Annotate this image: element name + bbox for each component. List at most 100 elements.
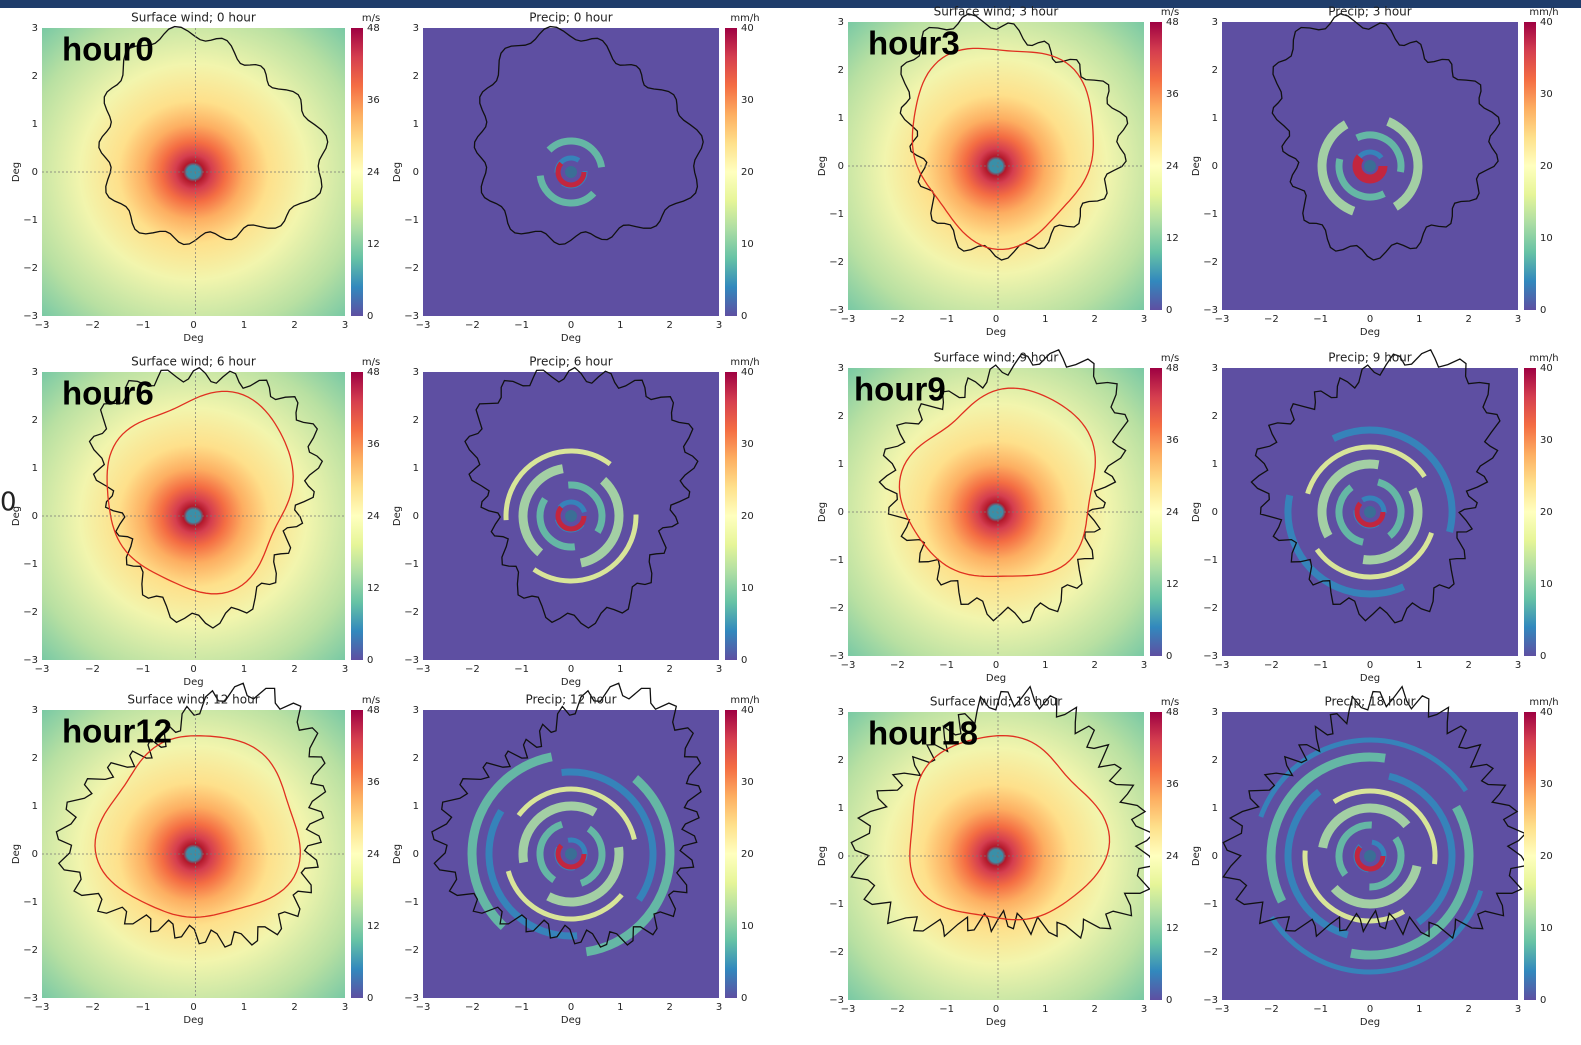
x-tick-label: −2 <box>890 1004 905 1015</box>
x-tick-label: 3 <box>716 664 722 675</box>
x-tick-label: −1 <box>939 660 954 671</box>
x-tick-label: −2 <box>85 320 100 331</box>
y-tick-label: 3 <box>1212 363 1218 374</box>
y-tick-label: −1 <box>23 559 38 570</box>
eye <box>565 848 577 860</box>
colorbar-tick: 24 <box>367 511 380 522</box>
colorbar <box>725 372 737 660</box>
hour-label: hour12 <box>62 713 172 750</box>
y-axis-label: Deg <box>392 844 403 864</box>
panel-title: Precip; 9 hour <box>1328 351 1411 365</box>
x-axis-label: Deg <box>183 1015 203 1026</box>
y-tick-label: 1 <box>1212 803 1218 814</box>
x-tick-label: −2 <box>85 1002 100 1013</box>
x-tick-label: −1 <box>939 314 954 325</box>
y-tick-label: −3 <box>1203 305 1218 316</box>
colorbar <box>1524 712 1536 1000</box>
x-tick-label: 0 <box>993 314 999 325</box>
colorbar-tick: 24 <box>1166 851 1179 862</box>
y-tick-label: 3 <box>1212 17 1218 28</box>
y-tick-label: −2 <box>404 263 419 274</box>
x-tick-label: 1 <box>617 664 623 675</box>
y-tick-label: 0 <box>32 849 38 860</box>
x-tick-label: 3 <box>1515 660 1521 671</box>
panel-title: Precip; 0 hour <box>529 11 612 25</box>
colorbar-tick: 0 <box>1540 651 1546 662</box>
colorbar-tick: 48 <box>367 705 380 716</box>
x-axis-label: Deg <box>1360 673 1380 684</box>
colorbar <box>725 710 737 998</box>
x-tick-label: 0 <box>1367 1004 1373 1015</box>
x-tick-label: 1 <box>1416 1004 1422 1015</box>
colorbar-tick: 40 <box>741 367 754 378</box>
y-tick-label: 1 <box>1212 113 1218 124</box>
x-tick-label: 0 <box>993 660 999 671</box>
y-tick-label: 3 <box>32 705 38 716</box>
x-tick-label: 3 <box>716 320 722 331</box>
x-tick-label: 0 <box>993 1004 999 1015</box>
x-tick-label: 0 <box>568 664 574 675</box>
y-tick-label: 3 <box>413 23 419 34</box>
panel-title: Precip; 18 hour <box>1324 695 1415 709</box>
y-tick-label: 2 <box>838 755 844 766</box>
panel-title: Precip; 12 hour <box>525 693 616 707</box>
x-tick-label: 1 <box>1416 314 1422 325</box>
y-tick-label: −1 <box>829 899 844 910</box>
x-axis-label: Deg <box>986 673 1006 684</box>
colorbar-tick: 36 <box>367 777 380 788</box>
x-tick-label: 0 <box>568 320 574 331</box>
x-tick-label: 2 <box>1091 660 1097 671</box>
colorbar-tick: 20 <box>1540 161 1553 172</box>
x-tick-label: 1 <box>1042 1004 1048 1015</box>
y-tick-label: 0 <box>1212 851 1218 862</box>
x-axis-label: Deg <box>561 677 581 688</box>
x-tick-label: 2 <box>666 1002 672 1013</box>
y-tick-label: 0 <box>32 511 38 522</box>
colorbar-tick: 0 <box>1540 995 1546 1006</box>
y-tick-label: 1 <box>1212 459 1218 470</box>
y-tick-label: −2 <box>1203 257 1218 268</box>
x-tick-label: 0 <box>568 1002 574 1013</box>
colorbar-tick: 36 <box>367 95 380 106</box>
colorbar-tick: 30 <box>741 95 754 106</box>
x-tick-label: 2 <box>1091 1004 1097 1015</box>
y-tick-label: −2 <box>829 603 844 614</box>
y-tick-label: −1 <box>23 215 38 226</box>
colorbar-tick: 12 <box>367 921 380 932</box>
eye <box>1364 160 1376 172</box>
x-tick-label: 3 <box>1515 314 1521 325</box>
colorbar-tick: 30 <box>1540 89 1553 100</box>
hour-label: hour9 <box>854 371 946 408</box>
y-tick-label: 2 <box>838 65 844 76</box>
colorbar-tick: 48 <box>1166 707 1179 718</box>
y-axis-label: Deg <box>1191 846 1202 866</box>
y-tick-label: 3 <box>32 367 38 378</box>
y-tick-label: 1 <box>838 803 844 814</box>
y-tick-label: 0 <box>838 507 844 518</box>
x-tick-label: −1 <box>136 1002 151 1013</box>
colorbar-tick: 0 <box>741 311 747 322</box>
colorbar-tick: 40 <box>1540 363 1553 374</box>
colorbar-tick: 0 <box>741 655 747 666</box>
panel-title: Surface wind; 3 hour <box>934 5 1059 19</box>
y-axis-label: Deg <box>817 156 828 176</box>
y-tick-label: −1 <box>404 559 419 570</box>
colorbar-tick: 20 <box>1540 851 1553 862</box>
y-axis-label: Deg <box>392 506 403 526</box>
colorbar-tick: 30 <box>1540 435 1553 446</box>
colorbar <box>1150 368 1162 656</box>
x-tick-label: −1 <box>514 664 529 675</box>
colorbar-tick: 10 <box>1540 923 1553 934</box>
colorbar-tick: 0 <box>367 311 373 322</box>
y-axis-label: Deg <box>817 502 828 522</box>
x-tick-label: −1 <box>1313 314 1328 325</box>
colorbar-tick: 48 <box>367 23 380 34</box>
eye <box>1364 850 1376 862</box>
x-tick-label: −2 <box>890 660 905 671</box>
y-tick-label: −1 <box>23 897 38 908</box>
panel-title: Surface wind; 0 hour <box>131 11 256 25</box>
y-tick-label: 1 <box>838 113 844 124</box>
x-tick-label: −1 <box>939 1004 954 1015</box>
y-axis-label: Deg <box>11 844 22 864</box>
y-tick-label: −3 <box>23 311 38 322</box>
